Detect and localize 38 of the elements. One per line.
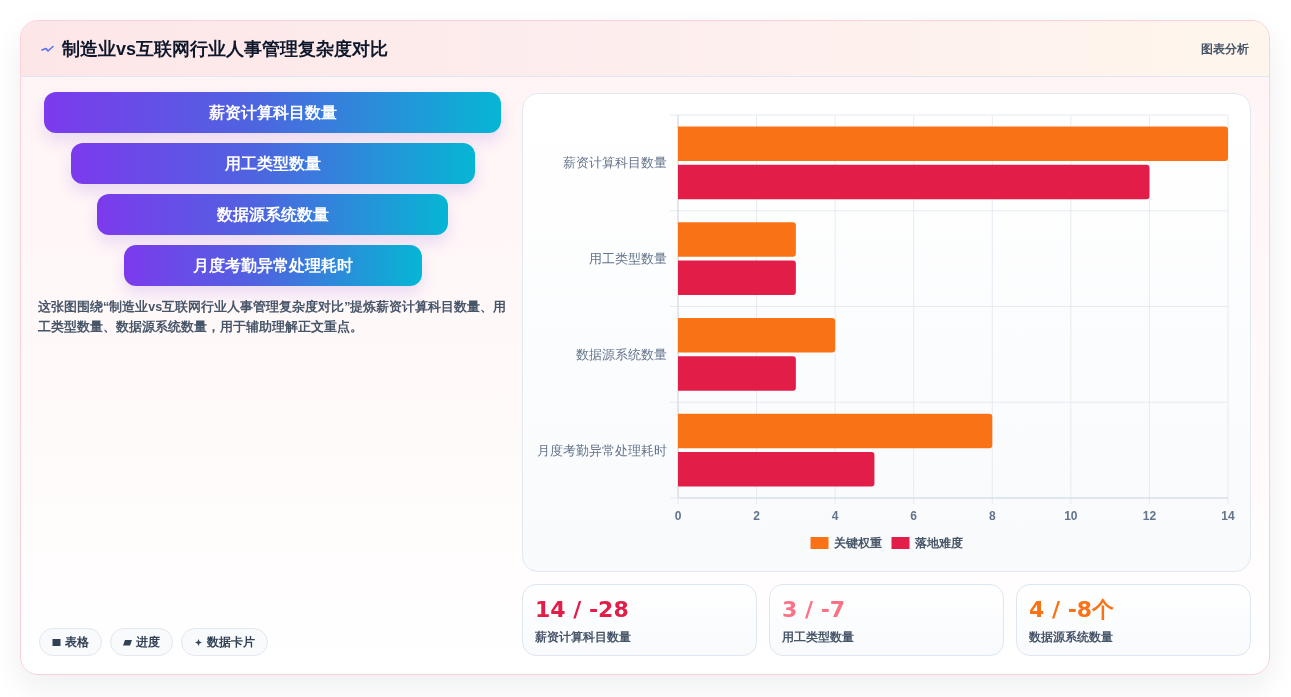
text: 表格 bbox=[65, 634, 89, 651]
text: 4 / -8个 bbox=[1029, 596, 1115, 624]
legend-label: 落地难度 bbox=[913, 536, 963, 550]
bar bbox=[678, 164, 1150, 200]
text: 3 / -7 bbox=[782, 596, 846, 624]
x-tick-label: 12 bbox=[1142, 509, 1157, 523]
category-label: 数据源系统数量 bbox=[97, 194, 448, 235]
category-label: 薪资计算科目数量 bbox=[44, 92, 501, 133]
bar bbox=[678, 222, 796, 257]
text: 图表分析 bbox=[1201, 41, 1249, 58]
category-label: 月度考勤异常处理耗时 bbox=[123, 245, 422, 286]
x-tick-label: 0 bbox=[674, 509, 682, 523]
x-tick-label: 10 bbox=[1064, 509, 1078, 523]
bar bbox=[678, 317, 836, 353]
category-label: 用工类型数量 bbox=[70, 143, 475, 184]
category-label: 数据源系统数量 bbox=[1029, 629, 1113, 645]
y-tick-label: 数据源系统数量 bbox=[576, 346, 667, 362]
text: 进度 bbox=[136, 634, 160, 651]
text: 数据卡片 bbox=[207, 634, 255, 651]
legend-label: 关键权重 bbox=[832, 536, 882, 550]
x-tick-label: 6 bbox=[910, 509, 918, 523]
x-tick-label: 8 bbox=[988, 509, 996, 523]
bar bbox=[678, 452, 875, 487]
bar bbox=[678, 126, 1228, 161]
bar bbox=[678, 260, 796, 296]
y-tick-label: 薪资计算科目数量 bbox=[563, 155, 667, 171]
bar bbox=[678, 413, 993, 449]
category-label: 用工类型数量 bbox=[782, 629, 854, 645]
x-tick-label: 4 bbox=[831, 509, 839, 523]
y-tick-label: 用工类型数量 bbox=[589, 251, 667, 267]
text: 制造业vs互联网行业人事管理复杂度对比 bbox=[62, 38, 389, 61]
bar bbox=[678, 356, 796, 391]
x-tick-label: 2 bbox=[753, 509, 761, 523]
text: 这张图围绕“制造业vs互联网行业人事管理复杂度对比”提炼薪资计算科目数量、用工类型数量、数据源系统数量，用于辅助理解正文重点。 bbox=[38, 298, 508, 336]
y-tick-label: 月度考勤异常处理耗时 bbox=[537, 442, 667, 458]
category-label: 薪资计算科目数量 bbox=[535, 629, 631, 645]
text: 14 / -28 bbox=[535, 596, 629, 624]
x-tick-label: 14 bbox=[1221, 509, 1235, 523]
